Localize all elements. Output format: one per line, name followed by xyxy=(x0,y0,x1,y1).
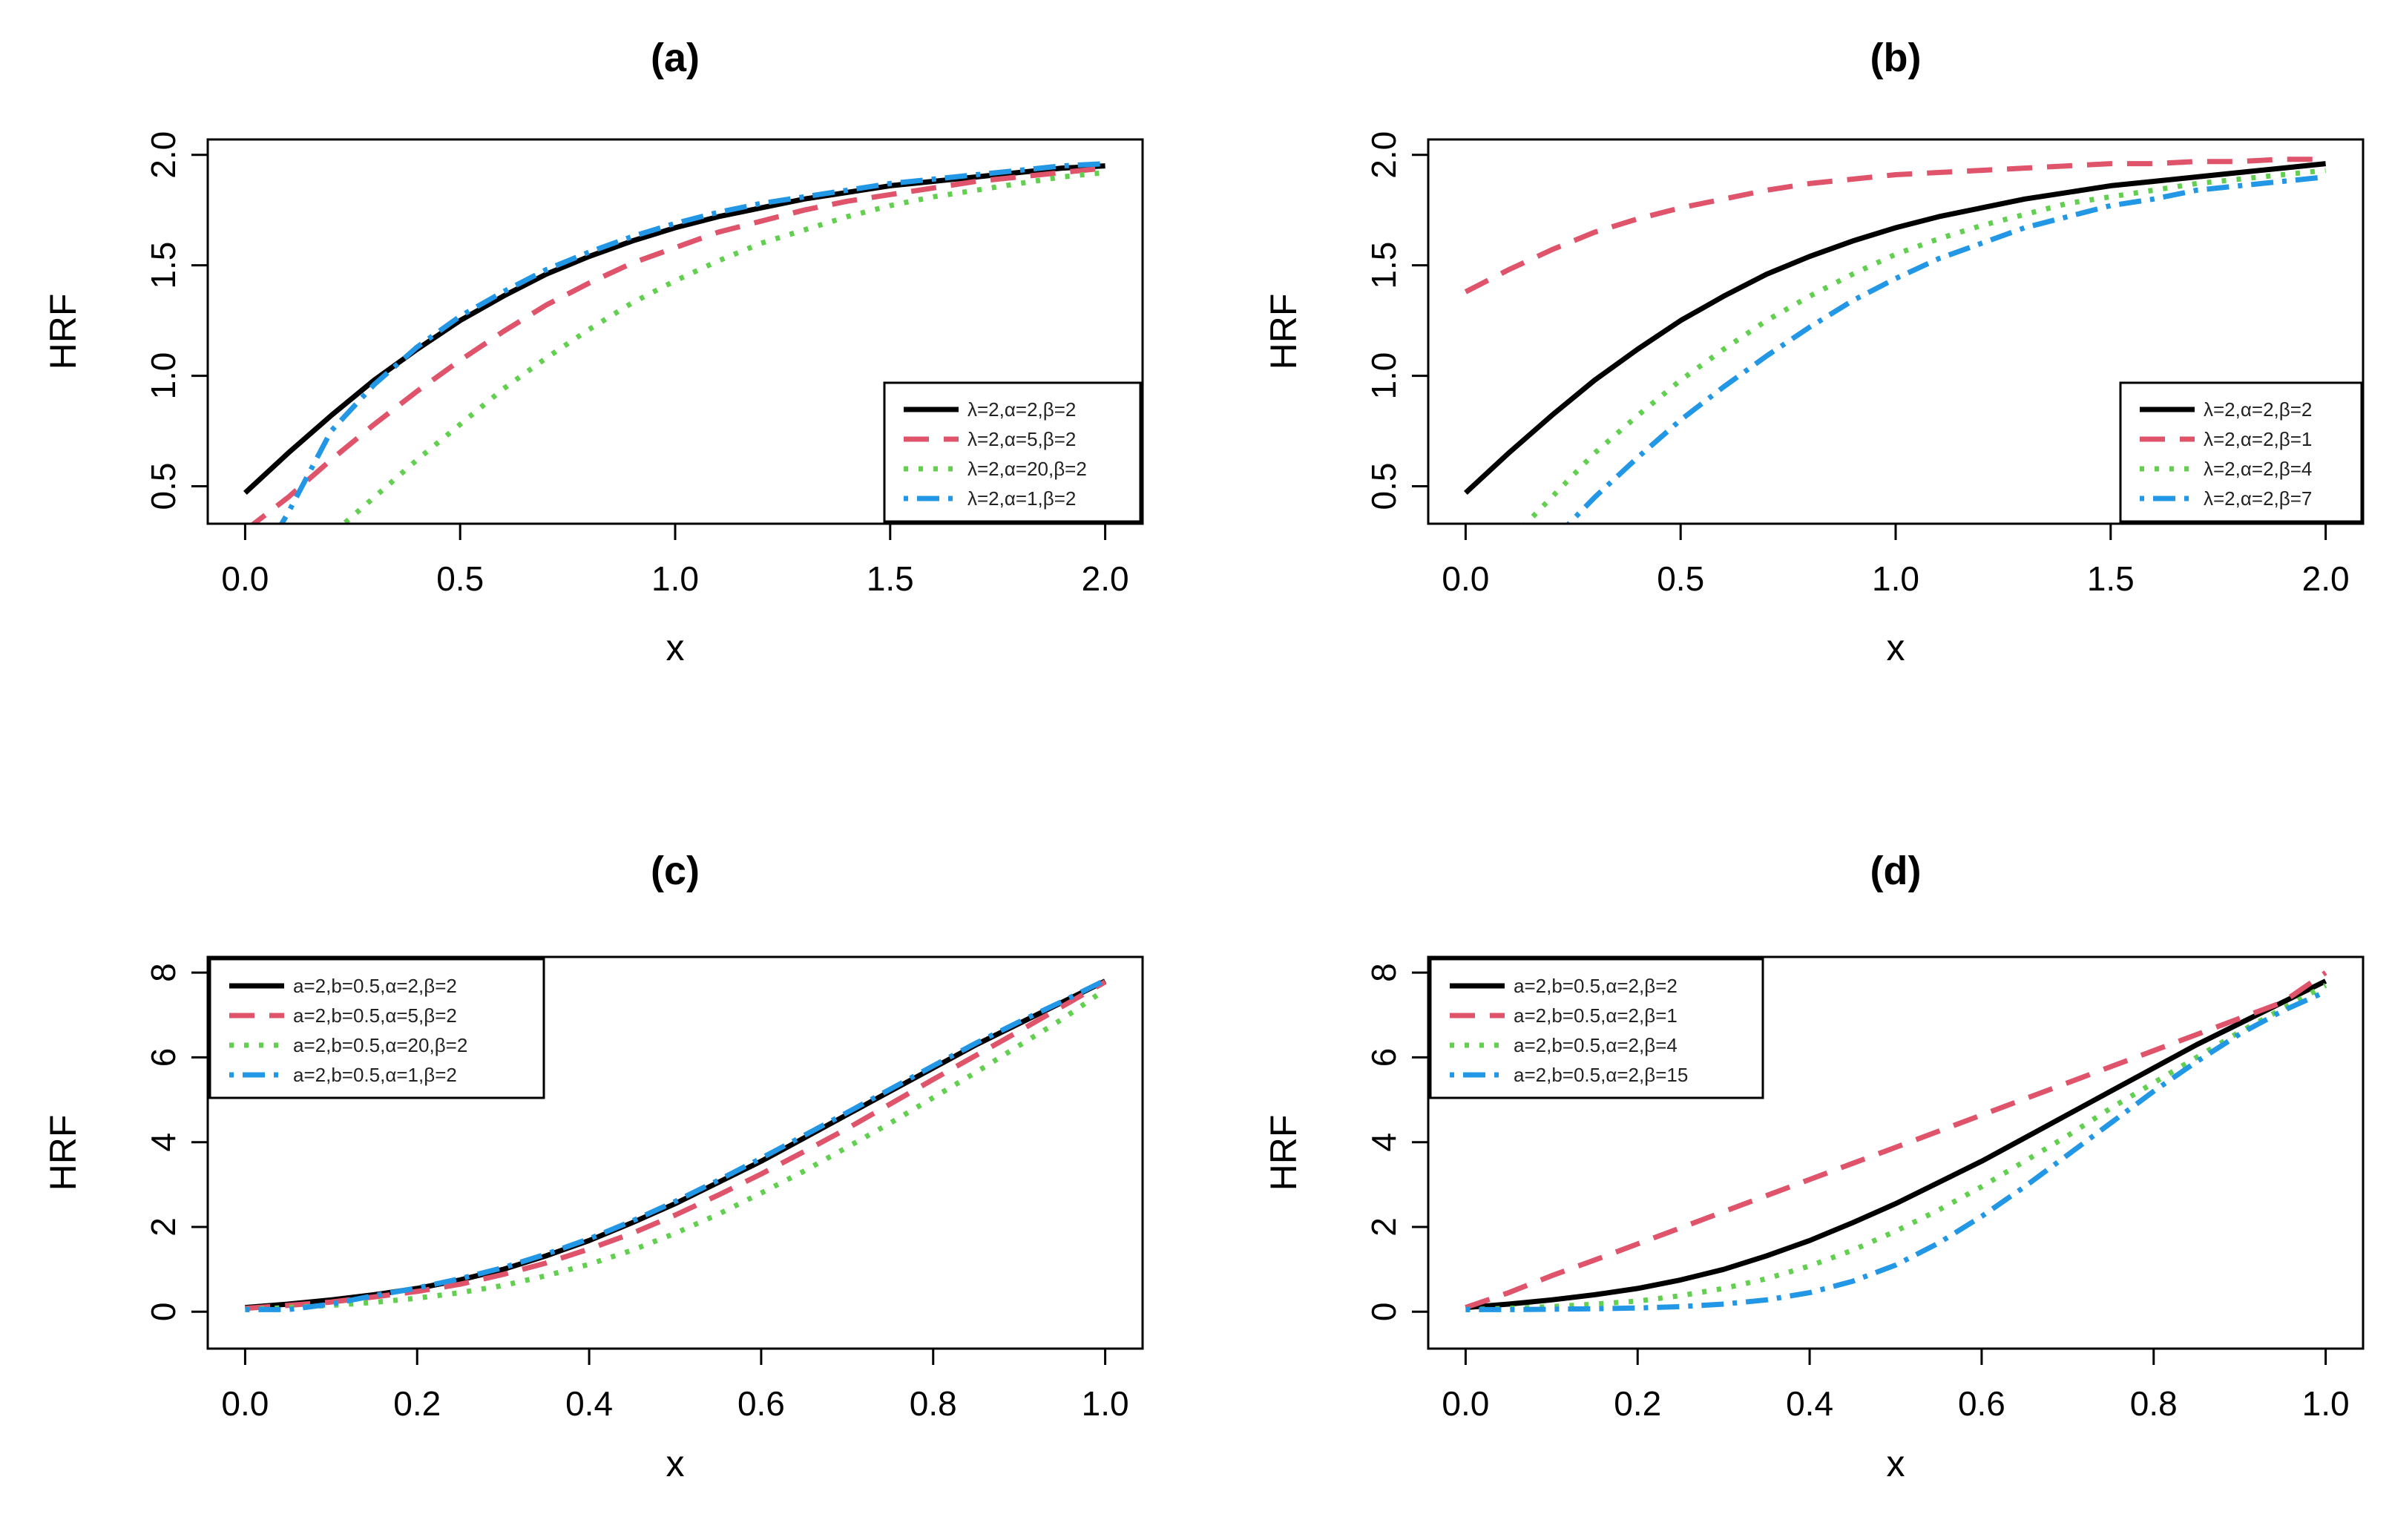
panel-title-b: (b) xyxy=(1870,36,1922,80)
legend-b: λ=2,α=2,β=2 λ=2,α=2,β=1 λ=2,α=2,β=4 λ=2,α=2… xyxy=(2119,381,2363,523)
x-tick-label-c-2: 0.4 xyxy=(565,1384,613,1423)
x-tick-label-a-3: 1.5 xyxy=(867,559,914,598)
series-line-b-4 xyxy=(1565,174,2326,524)
x-tick-label-d-1: 0.2 xyxy=(1614,1384,1661,1423)
legend-label-c-3: a=2,b=0.5,α=20,β=2 xyxy=(293,1034,467,1056)
panel-title-a: (a) xyxy=(651,36,700,80)
y-tick-label-c-0: 0 xyxy=(144,1303,183,1322)
x-tick-label-a-4: 2.0 xyxy=(1082,559,1129,598)
y-tick-label-a-2: 1.5 xyxy=(144,242,183,289)
series-line-c-2 xyxy=(245,979,1107,1312)
panel-a: (a) 0.0 0.5 1.0 1.5 2.0 0.5 1.0 1.5 2.0 x HRF λ=2,α=… xyxy=(42,36,1144,668)
y-tick-label-a-1: 1.0 xyxy=(144,352,183,400)
legend-label-b-3: λ=2,α=2,β=4 xyxy=(2204,458,2312,480)
y-axis-label-d: HRF xyxy=(1263,1115,1304,1191)
series-line-a-4 xyxy=(278,161,1105,524)
y-tick-label-b-2: 1.5 xyxy=(1364,242,1403,289)
legend-box-c xyxy=(208,958,545,1099)
y-tick-label-a-0: 0.5 xyxy=(144,463,183,510)
series-line-b-2 xyxy=(1464,157,2326,294)
legend-label-a-2: λ=2,α=5,β=2 xyxy=(967,428,1076,450)
y-tick-label-d-0: 0 xyxy=(1364,1303,1403,1322)
y-tick-label-c-3: 6 xyxy=(144,1048,183,1067)
legend-label-b-1: λ=2,α=2,β=2 xyxy=(2204,398,2312,421)
x-axis-label-c: x xyxy=(666,1443,685,1484)
y-tick-label-d-4: 8 xyxy=(1364,963,1403,982)
series-line-d-1 xyxy=(1465,978,2327,1311)
x-tick-label-d-2: 0.4 xyxy=(1786,1384,1833,1423)
panel-c: (c) 0.0 0.2 0.4 0.6 0.8 1.0 0 2 4 6 8 x HRF a=2,b=0.5,… xyxy=(42,849,1144,1484)
x-tick-label-a-0: 0.0 xyxy=(221,559,269,598)
x-axis-label-d: x xyxy=(1887,1443,1905,1484)
y-tick-label-c-4: 8 xyxy=(144,963,183,982)
y-tick-label-d-3: 6 xyxy=(1364,1048,1403,1067)
x-tick-label-c-0: 0.0 xyxy=(221,1384,269,1423)
series-line-d-4 xyxy=(1465,989,2327,1312)
legend-label-a-4: λ=2,α=1,β=2 xyxy=(967,487,1076,510)
legend-label-c-4: a=2,b=0.5,α=1,β=2 xyxy=(293,1064,457,1086)
x-tick-label-c-1: 0.2 xyxy=(393,1384,441,1423)
x-tick-label-c-4: 0.8 xyxy=(910,1384,957,1423)
panel-title-c: (c) xyxy=(651,849,700,893)
series-line-d-2 xyxy=(1465,970,2327,1310)
y-tick-label-d-2: 4 xyxy=(1364,1133,1403,1152)
legend-label-a-3: λ=2,α=20,β=2 xyxy=(967,458,1087,480)
y-axis-label-c: HRF xyxy=(42,1115,84,1191)
legend-label-d-3: a=2,b=0.5,α=2,β=4 xyxy=(1514,1034,1678,1056)
y-tick-label-b-0: 0.5 xyxy=(1364,463,1403,510)
y-axis-label-a: HRF xyxy=(42,294,84,370)
panel-b: (b) 0.0 0.5 1.0 1.5 2.0 0.5 1.0 1.5 2.0 x HRF λ=2,α=… xyxy=(1263,36,2365,668)
x-tick-label-b-0: 0.0 xyxy=(1442,559,1489,598)
x-tick-label-b-2: 1.0 xyxy=(1872,559,1919,598)
y-tick-label-b-1: 1.0 xyxy=(1364,352,1403,400)
x-tick-label-d-0: 0.0 xyxy=(1442,1384,1489,1423)
x-axis-label-a: x xyxy=(666,627,685,668)
x-tick-label-b-4: 2.0 xyxy=(2302,559,2350,598)
legend-label-b-4: λ=2,α=2,β=7 xyxy=(2204,487,2312,510)
panel-title-d: (d) xyxy=(1870,849,1922,893)
x-tick-label-c-3: 0.6 xyxy=(737,1384,785,1423)
legend-box-d xyxy=(1429,958,1764,1099)
series-line-a-2 xyxy=(249,165,1105,524)
legend-d: a=2,b=0.5,α=2,β=2 a=2,b=0.5,α=2,β=1 a=2,b=… xyxy=(1429,958,1764,1099)
x-tick-label-d-3: 0.6 xyxy=(1958,1384,2005,1423)
series-line-b-1 xyxy=(1464,161,2326,495)
y-tick-label-c-2: 4 xyxy=(144,1133,183,1152)
legend-label-d-4: a=2,b=0.5,α=2,β=15 xyxy=(1514,1064,1688,1086)
x-tick-label-b-3: 1.5 xyxy=(2087,559,2135,598)
legend-label-a-1: λ=2,α=2,β=2 xyxy=(967,398,1076,421)
legend-label-c-2: a=2,b=0.5,α=5,β=2 xyxy=(293,1004,457,1027)
y-tick-label-a-3: 2.0 xyxy=(144,131,183,179)
legend-label-b-2: λ=2,α=2,β=1 xyxy=(2204,428,2312,450)
legend-c: a=2,b=0.5,α=2,β=2 a=2,b=0.5,α=5,β=2 a=2,b=… xyxy=(208,958,545,1099)
x-tick-label-b-1: 0.5 xyxy=(1657,559,1704,598)
y-tick-label-c-1: 2 xyxy=(144,1217,183,1237)
x-tick-label-c-5: 1.0 xyxy=(1082,1384,1129,1423)
panel-d: (d) 0.0 0.2 0.4 0.6 0.8 1.0 0 2 4 6 8 x HRF a=2,b=0.5,… xyxy=(1263,849,2365,1484)
x-axis-label-b: x xyxy=(1887,627,1905,668)
x-tick-label-d-4: 0.8 xyxy=(2130,1384,2178,1423)
legend-a: λ=2,α=2,β=2 λ=2,α=5,β=2 λ=2,α=20,β=2 λ=2,α=… xyxy=(883,381,1142,523)
x-tick-label-d-5: 1.0 xyxy=(2302,1384,2350,1423)
series-line-b-3 xyxy=(1522,168,2326,524)
y-tick-label-b-3: 2.0 xyxy=(1364,131,1403,179)
x-tick-label-a-1: 0.5 xyxy=(436,559,484,598)
series-line-c-4 xyxy=(245,978,1107,1312)
series-line-d-3 xyxy=(1465,983,2327,1312)
y-tick-label-d-1: 2 xyxy=(1364,1217,1403,1237)
x-tick-label-a-2: 1.0 xyxy=(651,559,699,598)
legend-label-c-1: a=2,b=0.5,α=2,β=2 xyxy=(293,975,457,997)
legend-label-d-2: a=2,b=0.5,α=2,β=1 xyxy=(1514,1004,1678,1027)
legend-label-d-1: a=2,b=0.5,α=2,β=2 xyxy=(1514,975,1678,997)
y-axis-label-b: HRF xyxy=(1263,294,1304,370)
